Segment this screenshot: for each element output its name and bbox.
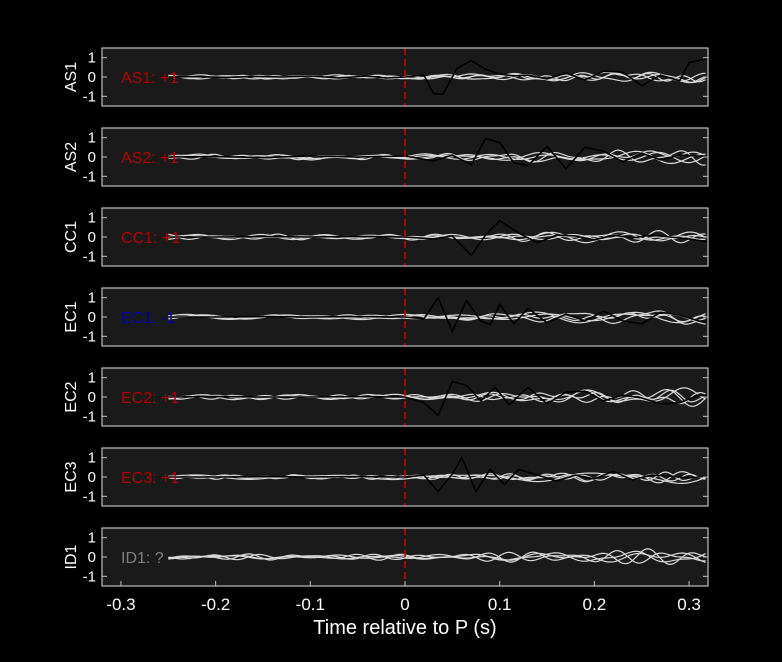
y-tick-label: 1: [88, 50, 96, 67]
plot-area: [168, 528, 706, 586]
station-label: AS2: [63, 142, 80, 172]
y-tick-label: 0: [88, 69, 96, 86]
plot-area: [168, 128, 708, 186]
x-tick-label: -0.2: [201, 595, 230, 614]
station-label: EC3: [63, 461, 80, 492]
y-tick-label: -1: [83, 568, 96, 585]
y-tick-label: 0: [88, 309, 96, 326]
y-tick-label: 1: [88, 130, 96, 147]
y-tick-label: 0: [88, 469, 96, 486]
x-tick-label: -0.1: [296, 595, 325, 614]
station-label: EC1: [63, 301, 80, 332]
trace-line: [168, 137, 708, 170]
y-tick-label: 1: [88, 210, 96, 227]
y-tick-label: 0: [88, 229, 96, 246]
trace-line: [168, 219, 708, 257]
y-tick-label: -1: [83, 168, 96, 185]
overlay-trace: [168, 311, 706, 324]
polarity-annotation: EC1: -1: [121, 310, 175, 327]
y-tick-label: 0: [88, 149, 96, 166]
x-tick-label: 0.3: [677, 595, 701, 614]
station-label: ID1: [63, 544, 80, 569]
overlay-trace: [168, 72, 706, 82]
polarity-annotation: EC2: +1: [121, 390, 179, 407]
y-tick-label: -1: [83, 408, 96, 425]
trace-line: [168, 455, 708, 494]
station-label: AS1: [63, 62, 80, 92]
polarity-annotation: EC3: +1: [121, 470, 179, 487]
y-tick-label: -1: [83, 248, 96, 265]
plot-area: [168, 288, 708, 346]
station-label: EC2: [63, 381, 80, 412]
y-tick-label: 1: [88, 530, 96, 547]
x-tick-label: 0.1: [488, 595, 512, 614]
trace-line: [168, 380, 708, 417]
y-tick-label: -1: [83, 488, 96, 505]
panel-ec1: -1 0 1 EC1 EC1: -1: [63, 287, 709, 347]
panel-as2: -1 0 1 AS2 AS2: +1: [63, 127, 709, 187]
plot-area: [168, 48, 708, 106]
y-tick-label: -1: [83, 88, 96, 105]
trace-line: [168, 296, 708, 334]
trace-line: [168, 57, 708, 96]
polarity-annotation: AS1: +1: [121, 70, 178, 87]
y-tick-label: 1: [88, 290, 96, 307]
panel-id1: -1 0 1 ID1 ID1: ?: [63, 527, 709, 587]
y-tick-label: -1: [83, 328, 96, 345]
overlay-trace: [168, 471, 706, 484]
x-tick-label: 0.2: [583, 595, 607, 614]
y-tick-label: 0: [88, 389, 96, 406]
station-label: CC1: [63, 221, 80, 253]
plot-area: [168, 448, 708, 506]
plot-area: [168, 368, 708, 426]
polarity-annotation: ID1: ?: [121, 550, 164, 567]
polarity-annotation: AS2: +1: [121, 150, 178, 167]
plot-area: [168, 208, 708, 266]
x-tick-label: 0: [400, 595, 409, 614]
overlay-trace: [168, 550, 706, 563]
panel-ec2: -1 0 1 EC2 EC2: +1: [63, 367, 709, 427]
x-tick-label: -0.3: [106, 595, 135, 614]
y-tick-label: 1: [88, 370, 96, 387]
y-tick-label: 0: [88, 549, 96, 566]
polarity-annotation: CC1: +1: [121, 230, 180, 247]
panel-ec3: -1 0 1 EC3 EC3: +1: [63, 447, 709, 507]
panel-as1: -1 0 1 AS1 AS1: +1: [63, 47, 709, 107]
panel-cc1: -1 0 1 CC1 CC1: +1: [63, 207, 709, 267]
y-tick-label: 1: [88, 450, 96, 467]
x-axis-label: Time relative to P (s): [313, 617, 496, 639]
